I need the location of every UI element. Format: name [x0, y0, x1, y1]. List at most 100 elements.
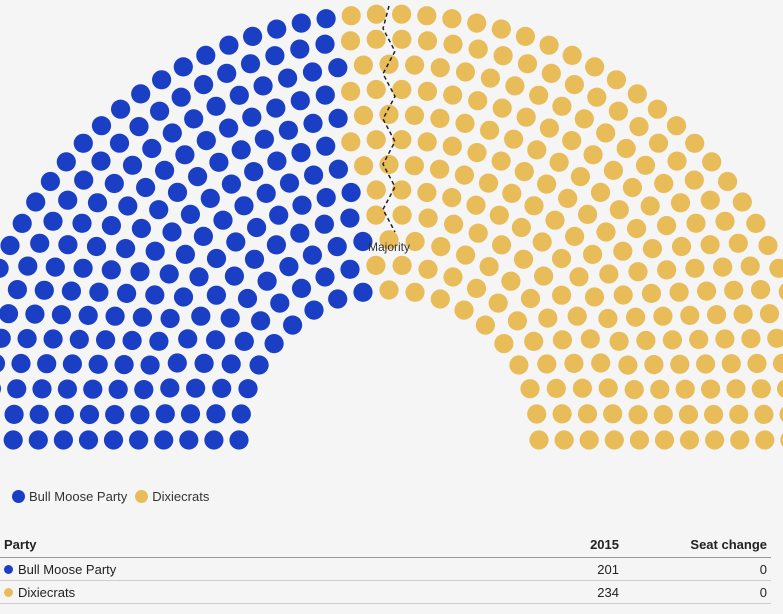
seat-dixiecrats [754, 404, 774, 424]
header-seat-change: Seat change [623, 534, 771, 558]
seat-dixiecrats [392, 4, 412, 24]
legend-item-dixiecrats[interactable]: Dixiecrats [135, 489, 209, 504]
seat-dixiecrats [392, 205, 412, 225]
seat-bull-moose [134, 380, 154, 400]
seat-bull-moose [0, 354, 6, 372]
seat-bull-moose [206, 285, 226, 305]
seat-bull-moose [145, 285, 165, 305]
seat-dixiecrats [379, 104, 399, 124]
seat-dixiecrats [648, 133, 669, 153]
seat-bull-moose [340, 259, 360, 279]
seat-bull-moose [206, 404, 226, 424]
seat-dixiecrats [627, 218, 647, 239]
seat-bull-moose [105, 405, 125, 425]
seat-bull-moose [209, 152, 229, 172]
seat-dixiecrats [515, 26, 536, 46]
seat-bull-moose [243, 26, 263, 46]
seat-dixiecrats [685, 133, 705, 153]
seat-dixiecrats [379, 230, 399, 250]
seat-dixiecrats [608, 101, 629, 121]
seat-dixiecrats [583, 145, 603, 165]
seat-dixiecrats [516, 107, 536, 127]
seat-bull-moose [17, 329, 37, 349]
seat-bull-moose [73, 133, 93, 153]
seat-bull-moose [53, 430, 73, 450]
seat-dixiecrats [417, 31, 438, 51]
seat-bull-moose [167, 353, 187, 373]
seat-dixiecrats [366, 4, 386, 24]
seat-dixiecrats [527, 404, 547, 424]
seat-bull-moose [291, 278, 312, 298]
seat-dixiecrats [647, 99, 668, 119]
seat-bull-moose [279, 257, 299, 277]
seat-bull-moose [184, 109, 204, 129]
seat-dixiecrats [565, 226, 585, 246]
seat-dixiecrats [741, 329, 761, 349]
seat-bull-moose [291, 143, 311, 163]
seat-dixiecrats [558, 188, 578, 208]
seat-group [0, 4, 783, 450]
seat-bull-moose [266, 98, 286, 118]
seat-dixiecrats [442, 136, 462, 156]
seat-bull-moose [136, 177, 156, 198]
seat-dixiecrats [596, 123, 616, 143]
seat-dixiecrats [644, 355, 664, 375]
seat-bull-moose [231, 404, 251, 424]
seat-dixiecrats [747, 353, 767, 374]
seat-bull-moose [188, 167, 208, 187]
seat-dixiecrats [669, 282, 689, 302]
seat-bull-moose [89, 282, 109, 302]
seat-bull-moose [238, 379, 258, 399]
table-header-row: Party 2015 Seat change [0, 534, 771, 558]
seat-dixiecrats [341, 81, 361, 101]
seat-bull-moose [193, 226, 213, 246]
seat-dixiecrats [603, 404, 623, 424]
seat-bull-moose [191, 306, 211, 326]
seat-dixiecrats [430, 58, 450, 78]
seat-dixiecrats [705, 430, 725, 450]
seat-bull-moose [171, 87, 191, 107]
seat-dixiecrats [654, 430, 675, 450]
seat-bull-moose [194, 75, 214, 95]
seat-bull-moose [160, 308, 180, 329]
legend-item-bull-moose[interactable]: Bull Moose Party [12, 489, 127, 504]
seat-bull-moose [291, 13, 311, 33]
seat-bull-moose [58, 190, 78, 210]
seat-dixiecrats [726, 379, 746, 399]
seat-dixiecrats [537, 354, 557, 374]
seat-dixiecrats [502, 183, 522, 203]
seat-bull-moose [302, 245, 322, 265]
seat-dixiecrats [520, 288, 541, 309]
seat-bull-moose [167, 182, 188, 202]
seat-bull-moose [175, 244, 195, 264]
seat-bull-moose [69, 329, 89, 349]
seat-bull-moose [114, 355, 134, 375]
seat-dixiecrats [730, 430, 750, 450]
seat-bull-moose [290, 223, 310, 243]
seat-bull-moose [278, 68, 298, 88]
seat-bull-moose [229, 430, 249, 450]
seat-dixiecrats [689, 329, 709, 349]
seat-dixiecrats [491, 19, 511, 39]
seat-bull-moose [101, 260, 121, 280]
seat-dixiecrats [475, 315, 495, 335]
seat-bull-moose [229, 85, 249, 105]
seat-dixiecrats [552, 330, 573, 350]
seat-bull-moose [204, 430, 224, 450]
seat-dixiecrats [494, 334, 514, 354]
seat-bull-moose [58, 235, 78, 255]
majority-label: Majority [368, 240, 410, 254]
seat-bull-moose [12, 213, 32, 233]
seat-bull-moose [61, 281, 81, 301]
majority-line [382, 5, 396, 233]
seat-bull-moose [25, 304, 45, 324]
seat-bull-moose [109, 133, 130, 153]
seat-dixiecrats [721, 354, 741, 374]
seat-dixiecrats [527, 140, 547, 160]
seat-dixiecrats [666, 116, 687, 136]
seat-dixiecrats [715, 329, 735, 349]
seat-bull-moose [57, 379, 77, 399]
seat-bull-moose [267, 151, 287, 171]
seat-bull-moose [315, 267, 335, 287]
seat-dixiecrats [366, 205, 386, 225]
